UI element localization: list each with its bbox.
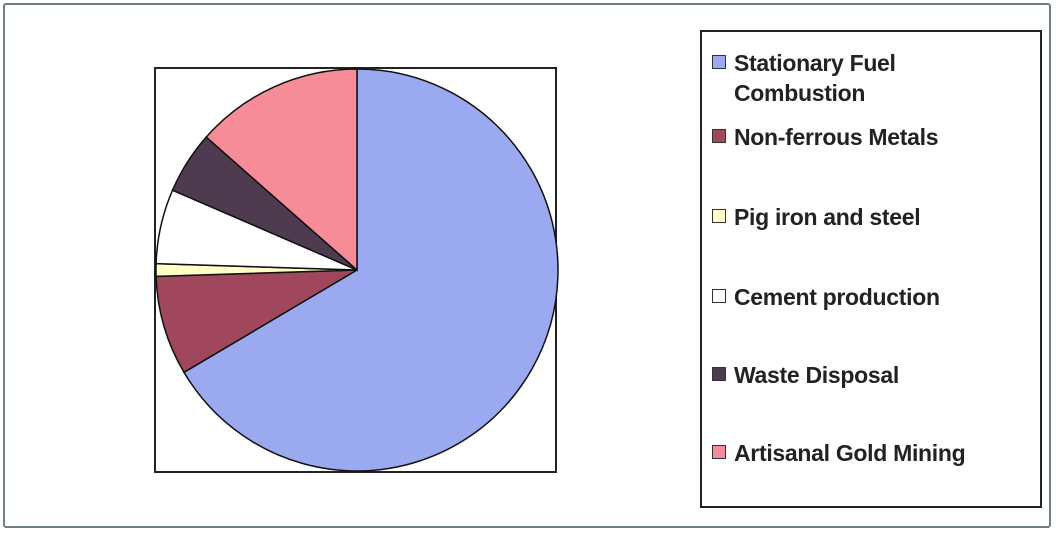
pie-slice: [155, 269, 358, 374]
legend-entry: Stationary Fuel Combustion: [712, 48, 1037, 108]
legend-label: Cement production: [734, 284, 940, 310]
legend-swatch: [712, 209, 726, 223]
chart-frame: [3, 3, 1051, 528]
pie-slice: [205, 68, 358, 272]
legend-entry: Non-ferrous Metals: [712, 122, 1037, 152]
legend-entry: Cement production: [712, 282, 1037, 312]
legend-swatch: [712, 129, 726, 143]
legend-entry: Pig iron and steel: [712, 202, 1037, 232]
legend-label: Artisanal Gold Mining: [734, 440, 966, 466]
legend-swatch: [712, 367, 726, 381]
legend-label: Stationary Fuel Combustion: [734, 50, 896, 106]
legend-swatch: [712, 445, 726, 459]
legend-label: Pig iron and steel: [734, 204, 921, 230]
legend-entry: Artisanal Gold Mining: [712, 438, 1037, 468]
legend-entry: Waste Disposal: [712, 360, 1037, 390]
legend-label: Non-ferrous Metals: [734, 124, 939, 150]
pie-slice: [182, 68, 559, 472]
legend-swatch: [712, 55, 726, 69]
legend-label: Waste Disposal: [734, 362, 899, 388]
legend: Stationary Fuel Combustion Non-ferrous Me…: [700, 30, 1042, 508]
legend-swatch: [712, 289, 726, 303]
